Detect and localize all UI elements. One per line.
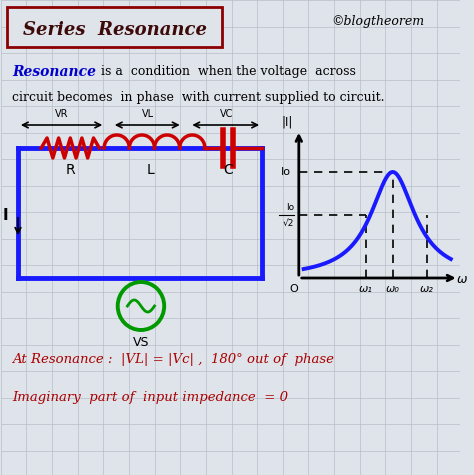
Text: Imaginary  part of  input impedance  = 0: Imaginary part of input impedance = 0 (12, 391, 288, 405)
Text: √2: √2 (283, 219, 294, 228)
Text: C: C (223, 163, 233, 177)
Text: VC: VC (219, 109, 233, 119)
Text: Resonance: Resonance (12, 65, 96, 79)
Text: VR: VR (55, 109, 68, 119)
Text: Io: Io (281, 167, 291, 177)
Text: circuit becomes  in phase  with current supplied to circuit.: circuit becomes in phase with current su… (12, 92, 385, 104)
Text: ©blogtheorem: ©blogtheorem (332, 16, 425, 28)
Text: L: L (147, 163, 155, 177)
Text: ω: ω (457, 273, 468, 286)
Text: R: R (65, 163, 75, 177)
Text: I: I (2, 208, 8, 222)
Text: Series  Resonance: Series Resonance (23, 21, 207, 39)
Text: ω₁: ω₁ (359, 284, 373, 294)
Text: VS: VS (133, 336, 149, 350)
Text: |I|: |I| (282, 115, 293, 128)
Text: Io: Io (286, 203, 294, 212)
Text: O: O (290, 284, 298, 294)
FancyBboxPatch shape (7, 7, 222, 47)
Text: ω₀: ω₀ (386, 284, 400, 294)
Text: is a  condition  when the voltage  across: is a condition when the voltage across (97, 66, 356, 78)
Text: ω₂: ω₂ (419, 284, 434, 294)
Text: At Resonance :  |VL| = |Vc| ,  180° out of  phase: At Resonance : |VL| = |Vc| , 180° out of… (12, 353, 334, 367)
Text: VL: VL (142, 109, 154, 119)
